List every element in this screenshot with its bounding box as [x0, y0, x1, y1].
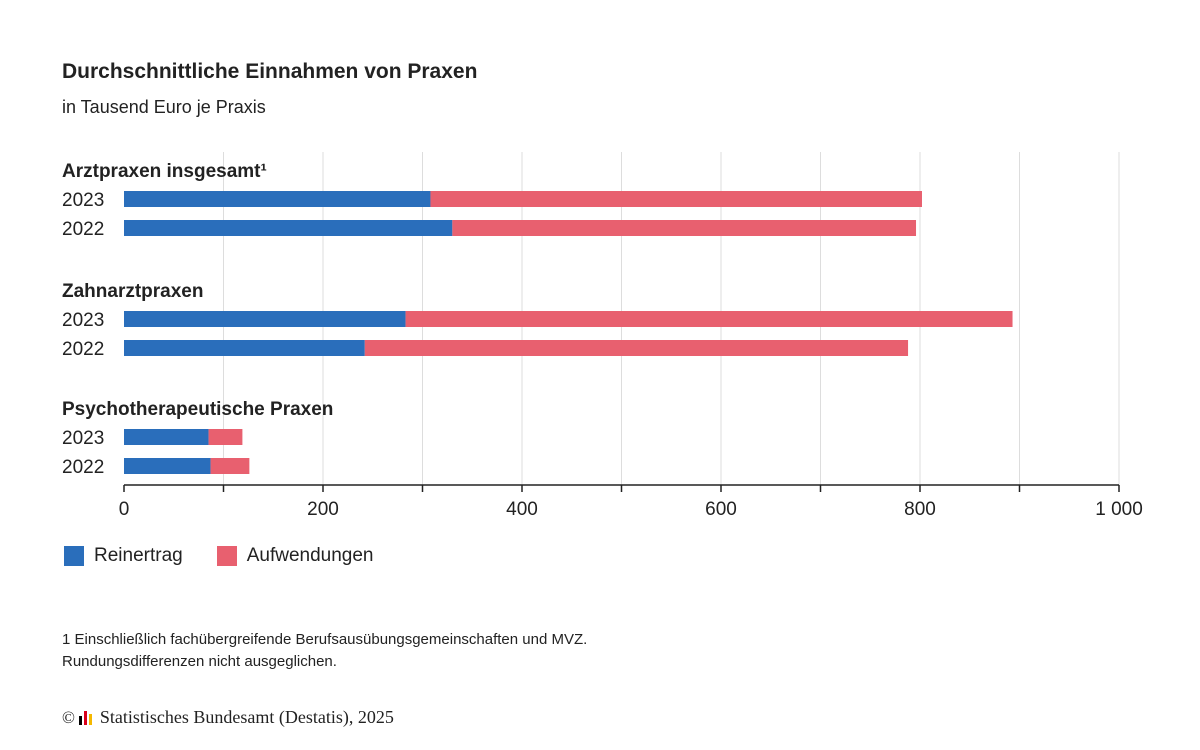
category-label: 2023	[62, 310, 104, 331]
legend-label-aufwendungen: Aufwendungen	[246, 545, 374, 566]
chart-title: Durchschnittliche Einnahmen von Praxen	[62, 60, 478, 83]
bar-reinertrag	[124, 191, 431, 207]
category-label: 2023	[62, 190, 104, 211]
footnote-2: Rundungsdifferenzen nicht ausgeglichen.	[62, 653, 337, 670]
legend: Reinertrag Aufwendungen	[64, 545, 408, 567]
x-tick-label: 400	[506, 499, 538, 520]
legend-item-aufwendungen[interactable]: Aufwendungen	[216, 545, 374, 567]
destatis-logo-icon	[78, 710, 94, 725]
logo-bar-2	[83, 710, 87, 725]
x-tick-label: 200	[307, 499, 339, 520]
copyright-symbol: ©	[62, 707, 75, 727]
x-tick-label: 800	[904, 499, 936, 520]
category-label: 2022	[62, 457, 104, 478]
bar-reinertrag	[124, 429, 209, 445]
legend-item-reinertrag[interactable]: Reinertrag	[64, 545, 183, 567]
bar-reinertrag	[124, 458, 211, 474]
x-tick-label: 0	[119, 499, 130, 520]
group-label: Zahnarztpraxen	[62, 281, 203, 302]
category-label: 2022	[62, 339, 104, 360]
x-tick-label: 1 000	[1095, 499, 1143, 520]
source-text: Statistisches Bundesamt (Destatis), 2025	[99, 707, 394, 727]
bar-aufwendungen	[430, 191, 922, 207]
category-label: 2023	[62, 428, 104, 449]
legend-swatch-reinertrag	[64, 546, 84, 566]
bar-reinertrag	[124, 311, 406, 327]
legend-label-reinertrag: Reinertrag	[94, 545, 183, 566]
logo-bar-1	[78, 715, 82, 725]
group-label: Arztpraxen insgesamt¹	[62, 161, 267, 182]
source-line: © Statistisches Bundesamt (Destatis), 20…	[62, 707, 394, 728]
footnote-1: 1 Einschließlich fachübergreifende Beruf…	[62, 631, 588, 648]
bar-aufwendungen	[208, 429, 243, 445]
bar-aufwendungen	[452, 220, 917, 236]
bar-aufwendungen	[405, 311, 1013, 327]
group-label: Psychotherapeutische Praxen	[62, 399, 333, 420]
bar-reinertrag	[124, 220, 453, 236]
bar-aufwendungen	[210, 458, 250, 474]
legend-swatch-aufwendungen	[216, 546, 237, 566]
x-tick-label: 600	[705, 499, 737, 520]
bar-reinertrag	[124, 340, 365, 356]
footnotes: 1 Einschließlich fachübergreifende Beruf…	[62, 629, 587, 673]
category-label: 2022	[62, 219, 104, 240]
chart-subtitle: in Tausend Euro je Praxis	[62, 97, 266, 117]
bar-aufwendungen	[364, 340, 909, 356]
logo-bar-3	[88, 713, 92, 725]
